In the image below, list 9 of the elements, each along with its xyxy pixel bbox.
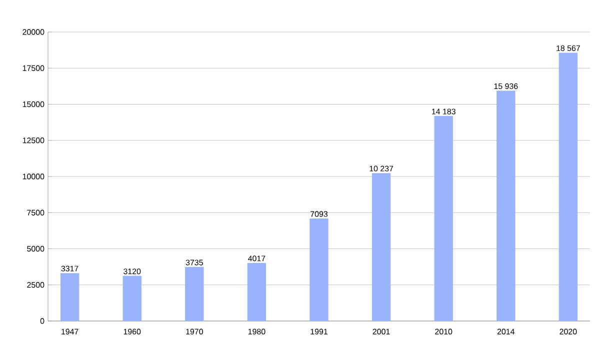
bar [310, 218, 328, 321]
bar [122, 276, 142, 321]
bar [434, 116, 453, 321]
bar [372, 173, 391, 321]
bar [185, 267, 204, 321]
bar [247, 262, 266, 321]
bar [558, 52, 578, 321]
bar [496, 90, 516, 321]
bar [60, 273, 80, 321]
